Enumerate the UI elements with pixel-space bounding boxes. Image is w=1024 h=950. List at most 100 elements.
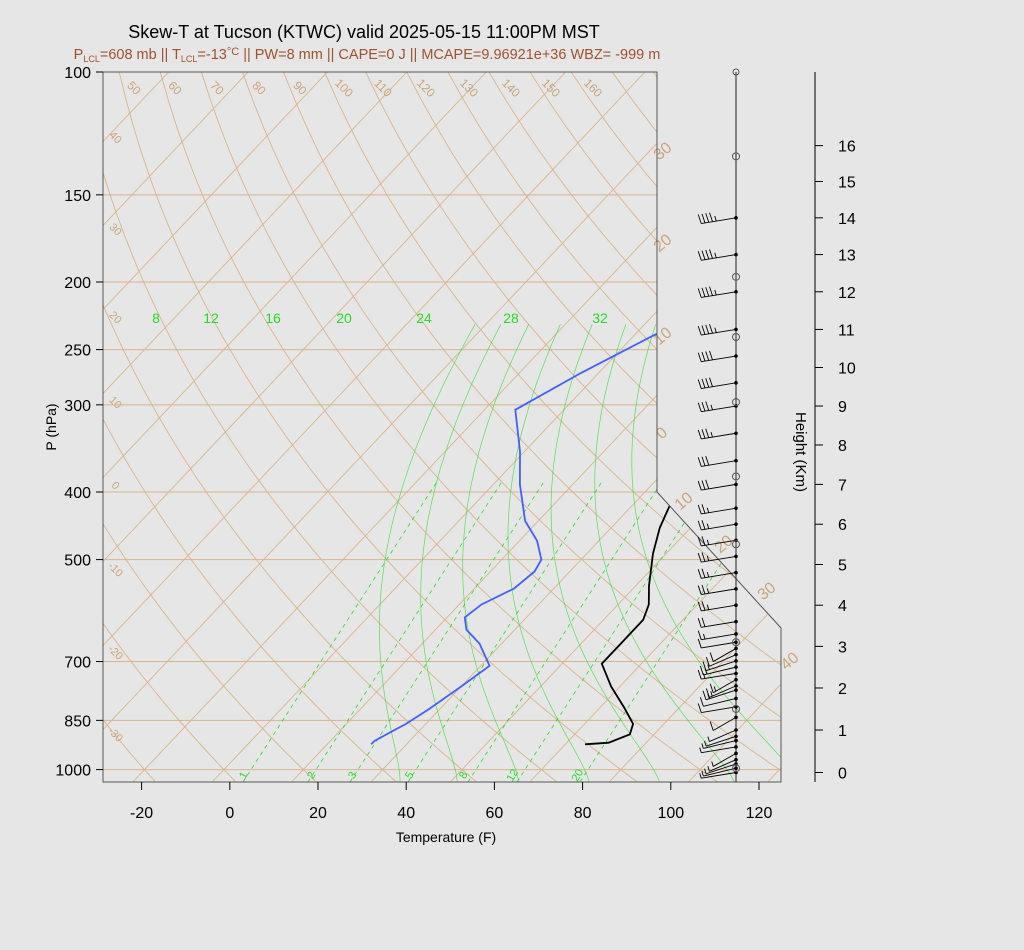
wind-barb-flag [701,213,706,224]
wind-level-marker [732,764,740,773]
height-tick-label: 9 [838,399,847,416]
wind-barb-flag [701,568,706,578]
wind-level-marker [732,638,740,647]
wind-barb [712,679,737,694]
wind-barb [701,483,737,491]
height-tick-label: 10 [838,361,856,378]
moist-adiabat-line [462,324,530,782]
wind-barb [709,685,737,698]
x-tick-label: 0 [225,805,234,822]
wind-barb-flag [699,697,704,707]
isotherm-line [103,72,249,782]
wind-barb [712,752,737,767]
wind-barb-flag [709,683,714,693]
isotherm-label: -30 [105,725,125,745]
wind-barb-flag [701,325,706,335]
wind-level-marker [732,540,740,549]
wind-barb-flag [701,601,706,611]
x-tick-label: 40 [397,805,415,822]
x-tick-label: 80 [574,805,592,822]
isotherm-line [103,72,725,782]
mixing-ratio-label: 20 [570,767,587,784]
height-tick-label: 1 [838,723,847,740]
wind-barb-flag [705,688,710,698]
wind-barb [701,432,737,440]
dry-adiabat-line [611,72,781,782]
y-tick-label: 1000 [55,763,91,780]
wind-barb-flag [701,456,706,466]
wind-barb-flag [701,401,706,412]
wind-barb-flag [709,721,714,731]
dry-adiabat-line [735,72,781,782]
wind-barb-flag [701,351,706,362]
dry-adiabat-line [103,72,480,782]
wind-barb [701,555,737,563]
background-lines [103,72,1024,782]
wind-barb-flag [697,429,702,440]
moist-adiabat-line [594,324,736,782]
wind-barb [701,217,737,224]
wind-barb-flag [709,377,713,387]
wind-barb [701,588,737,596]
height-tick-label: 4 [838,598,847,615]
wind-barb-flag [703,633,706,640]
isotherm-label: 60 [165,78,185,98]
wind-barb-flag [697,585,702,595]
height-tick-label: 15 [838,175,856,192]
wind-level-marker [732,398,740,407]
isotherm-line [103,72,408,782]
wind-barb-flag [701,429,706,439]
dry-adiabat-line [103,72,400,782]
wind-barb-flag [701,743,704,749]
wind-barb-flag [706,604,710,610]
wind-barb-flag [702,690,707,701]
moist-adiabat-line [550,324,661,782]
wind-barb-flag [701,504,706,514]
wind-barb [701,405,737,413]
mixing-ratio-label: 3 [346,770,359,781]
isotherm-label: 50 [124,78,144,98]
mixing-ratio-label: 8 [457,770,470,781]
wind-barb-flag [697,669,702,680]
wind-barb-flag [705,657,710,667]
wind-barb-flag [714,215,717,222]
dry-adiabat-line [200,72,781,782]
wind-barb [701,254,737,261]
wind-barb-flag [707,736,710,742]
chart-subtitle: PLCL=608 mb || TLCL=-13°C || PW=8 mm || … [74,46,661,64]
isotherm-label: 120 [414,76,438,100]
wind-barb-flag [701,584,706,595]
isotherm-line [103,72,487,782]
isotherm-line [103,72,566,782]
y-tick-label: 150 [64,188,91,205]
wind-barb [709,729,737,742]
isotherm-line [103,72,646,782]
mixing-ratio-line [407,479,604,782]
axes: -20 0 20 40 60 80 100 1201001502002503004005007… [55,65,772,822]
height-tick-label: 5 [838,558,847,575]
moist-adiabat-label: 28 [503,310,519,326]
wind-barb [705,660,737,672]
wind-barbs [697,68,740,782]
dry-adiabat-line [118,72,641,782]
x-tick-label: 100 [657,805,684,822]
height-tick-label: 3 [838,639,847,656]
dry-adiabat-line [365,72,781,782]
wind-barb [701,382,737,389]
wind-barb-flag [709,350,713,361]
wind-barb-flag [705,428,710,438]
sounding-profiles [370,72,781,746]
isotherm-line [847,72,1024,782]
wind-barb [703,666,737,676]
mixing-ratio-line [579,479,776,782]
wind-barb [701,772,737,779]
wbz-value: -999 m [615,47,660,63]
y-tick-label: 700 [64,655,91,672]
dry-adiabat-label: 20 [651,231,676,256]
dewpoint-line [370,72,781,745]
isotherm-line [529,72,781,782]
isotherm-label: 130 [457,76,481,100]
dry-adiabat-line [406,72,781,782]
